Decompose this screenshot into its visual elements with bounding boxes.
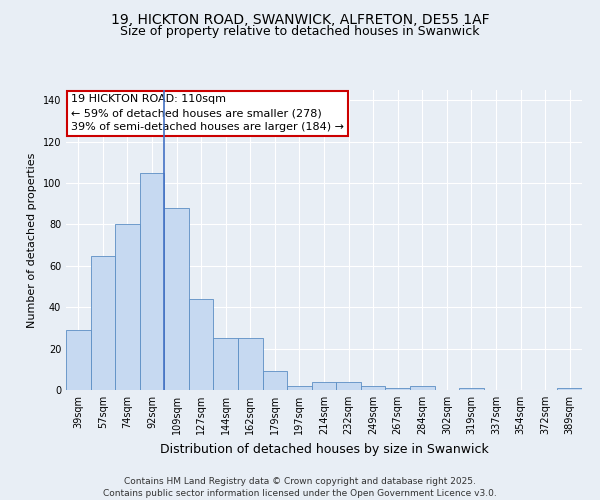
Text: 19 HICKTON ROAD: 110sqm
← 59% of detached houses are smaller (278)
39% of semi-d: 19 HICKTON ROAD: 110sqm ← 59% of detache…	[71, 94, 344, 132]
Bar	[214, 338, 238, 390]
Bar	[263, 372, 287, 390]
Bar	[287, 386, 312, 390]
Text: Contains HM Land Registry data © Crown copyright and database right 2025.
Contai: Contains HM Land Registry data © Crown c…	[103, 476, 497, 498]
Bar	[312, 382, 336, 390]
Bar	[410, 386, 434, 390]
Bar	[164, 208, 189, 390]
Bar	[557, 388, 582, 390]
Bar	[91, 256, 115, 390]
Bar	[66, 330, 91, 390]
Bar	[361, 386, 385, 390]
Text: Size of property relative to detached houses in Swanwick: Size of property relative to detached ho…	[120, 25, 480, 38]
Bar	[385, 388, 410, 390]
Bar	[336, 382, 361, 390]
Text: 19, HICKTON ROAD, SWANWICK, ALFRETON, DE55 1AF: 19, HICKTON ROAD, SWANWICK, ALFRETON, DE…	[110, 12, 490, 26]
X-axis label: Distribution of detached houses by size in Swanwick: Distribution of detached houses by size …	[160, 442, 488, 456]
Bar	[238, 338, 263, 390]
Bar	[115, 224, 140, 390]
Y-axis label: Number of detached properties: Number of detached properties	[27, 152, 37, 328]
Bar	[189, 299, 214, 390]
Bar	[459, 388, 484, 390]
Bar	[140, 173, 164, 390]
